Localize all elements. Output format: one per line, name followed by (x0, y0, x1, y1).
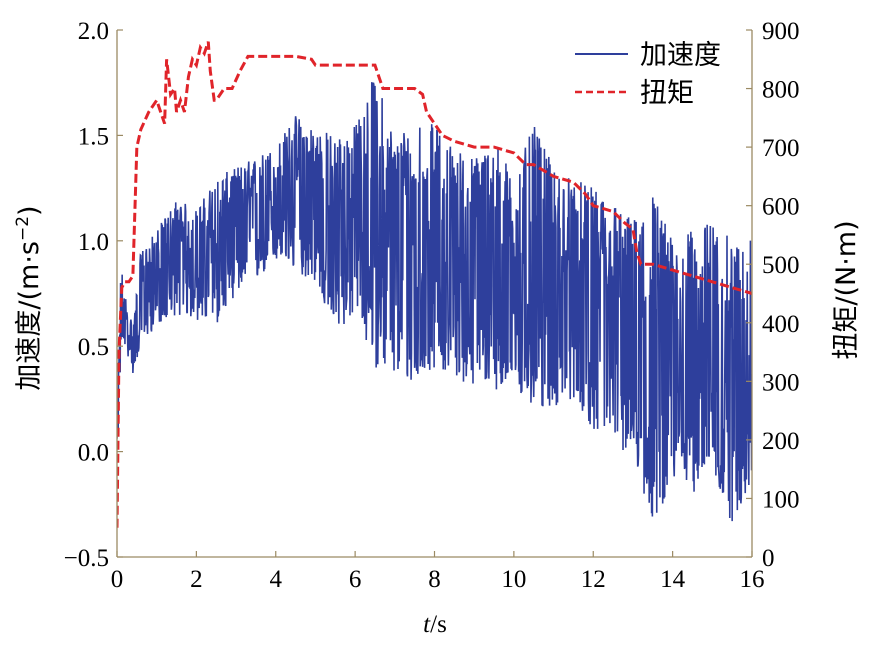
left-y-axis-title-main: 加速度/(m·s (14, 241, 45, 391)
x-tick-label: 10 (501, 566, 526, 593)
right-y-tick-label: 700 (762, 135, 800, 162)
plot-area (117, 41, 752, 528)
torque-series-line (117, 41, 752, 528)
left-y-tick-label: 0.5 (78, 334, 109, 361)
right-y-tick-label: 400 (762, 311, 800, 338)
legend-acceleration-label: 加速度 (640, 40, 721, 71)
left-y-tick-label: 1.5 (78, 123, 109, 150)
right-y-tick-label: 200 (762, 428, 800, 455)
left-y-tick-label: 0.0 (78, 440, 109, 467)
right-y-tick-label: 100 (762, 486, 800, 513)
left-y-axis-title-close: ) (14, 205, 45, 216)
right-y-tick-label: 800 (762, 77, 800, 104)
right-y-tick-label: 600 (762, 194, 800, 221)
x-tick-label: 14 (660, 566, 686, 593)
left-y-tick-label: −0.5 (64, 545, 109, 572)
right-y-axis-title: 扭矩/(N·m) (831, 220, 862, 359)
x-tick-label: 6 (349, 566, 362, 593)
x-tick-label: 12 (581, 566, 606, 593)
left-y-axis-title: 加速度/(m·s−2) (13, 205, 45, 390)
right-y-tick-label: 900 (762, 18, 800, 45)
right-y-tick-label: 300 (762, 369, 800, 396)
x-tick-label: 2 (190, 566, 203, 593)
left-y-tick-label: 1.0 (78, 229, 109, 256)
right-y-tick-label: 0 (762, 545, 775, 572)
left-y-axis-title-exponent: −2 (13, 216, 33, 241)
x-tick-label: 4 (270, 566, 283, 593)
left-y-tick-label: 2.0 (78, 18, 109, 45)
x-axis-title: t/s (423, 611, 447, 638)
x-axis-title-variable: t (423, 611, 431, 638)
x-axis-title-unit: /s (430, 611, 447, 638)
x-tick-label: 0 (111, 566, 124, 593)
acceleration-series-line (117, 82, 752, 522)
axes: 0 2 4 6 8 10 12 14 16 −0.5 0.0 0.5 1.0 1.5 2.0 0 100 200 3… (64, 18, 800, 593)
legend-torque-label: 扭矩 (640, 78, 694, 109)
x-tick-label: 16 (740, 566, 765, 593)
x-tick-label: 8 (428, 566, 441, 593)
axis-titles: t/s 加速度/(m·s−2) 扭矩/(N·m) (13, 205, 862, 638)
right-y-tick-label: 500 (762, 252, 800, 279)
